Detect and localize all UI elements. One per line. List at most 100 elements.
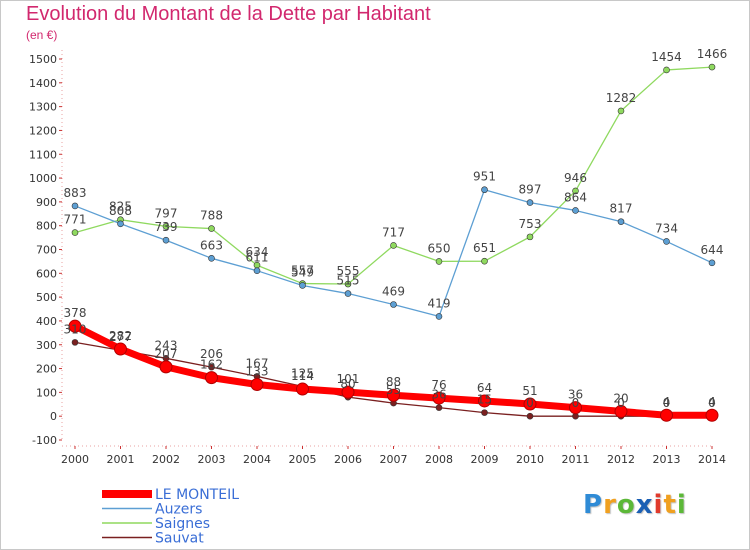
data-point xyxy=(435,404,443,411)
data-point xyxy=(569,401,582,415)
legend-label: Auzers xyxy=(155,502,202,518)
y-tick-label: 700 xyxy=(36,244,57,257)
data-label: 4 xyxy=(663,395,671,409)
data-point xyxy=(526,199,534,206)
data-label: 611 xyxy=(246,251,269,265)
data-label: 734 xyxy=(655,221,678,235)
y-tick-label: 1000 xyxy=(29,172,57,185)
y-tick-label: 1500 xyxy=(29,53,57,66)
data-point xyxy=(299,282,306,289)
data-label: 80 xyxy=(340,377,355,391)
data-point xyxy=(390,301,397,308)
data-point xyxy=(71,229,79,236)
data-label: 101 xyxy=(337,372,360,386)
chart-title: Evolution du Montant de la Dette par Hab… xyxy=(26,3,431,25)
data-point xyxy=(344,280,352,288)
data-point xyxy=(481,409,488,416)
data-point xyxy=(253,267,261,274)
data-point xyxy=(162,236,170,244)
data-label: 20 xyxy=(613,391,628,405)
data-label: 897 xyxy=(519,183,542,197)
x-tick-label: 2004 xyxy=(243,453,271,466)
data-label: 88 xyxy=(386,375,401,389)
data-point xyxy=(208,363,215,371)
data-label: 946 xyxy=(564,171,587,185)
data-label: 663 xyxy=(200,238,223,252)
y-tick-label: 1200 xyxy=(29,124,57,137)
data-label: 51 xyxy=(522,384,537,398)
data-point xyxy=(341,385,355,399)
data-point xyxy=(614,404,628,418)
data-point xyxy=(663,66,670,74)
y-tick-label: 900 xyxy=(36,196,57,209)
x-tick-label: 2014 xyxy=(698,453,726,466)
data-point xyxy=(481,186,488,194)
data-point xyxy=(481,257,488,265)
data-point xyxy=(523,397,537,411)
data-label: 0 xyxy=(526,396,534,410)
data-label: 76 xyxy=(431,378,446,392)
data-label: 114 xyxy=(291,369,314,383)
data-point xyxy=(478,394,491,408)
data-label: 378 xyxy=(64,306,87,320)
data-point xyxy=(432,391,446,405)
data-point xyxy=(435,258,443,265)
data-label: 243 xyxy=(155,338,178,352)
data-label: 64 xyxy=(477,381,492,395)
logo-letter: x xyxy=(635,490,654,520)
axes: -100010020030040050060070080090010001100… xyxy=(29,50,726,466)
y-tick-label: 400 xyxy=(36,315,57,328)
data-label: 1282 xyxy=(606,91,637,105)
data-label: 0 xyxy=(708,396,716,410)
y-tick-label: 200 xyxy=(36,363,57,376)
data-point xyxy=(344,290,352,297)
logo-letter: t xyxy=(663,490,677,520)
y-tick-label: 0 xyxy=(50,410,57,423)
data-label: 282 xyxy=(109,329,132,343)
data-label: 825 xyxy=(109,200,132,214)
x-tick-label: 2002 xyxy=(152,453,180,466)
y-tick-label: 100 xyxy=(36,386,57,399)
data-label: 797 xyxy=(155,206,178,220)
data-point xyxy=(617,218,625,225)
data-point xyxy=(162,223,170,230)
data-point xyxy=(660,408,673,422)
data-label: 650 xyxy=(428,241,451,255)
data-point xyxy=(68,319,82,333)
data-label: 717 xyxy=(382,225,405,239)
logo-letter: o xyxy=(616,490,636,520)
logo-letter: i xyxy=(653,490,664,520)
chart-unit: (en €) xyxy=(26,28,58,42)
y-tick-label: 300 xyxy=(36,339,57,352)
x-tick-label: 2009 xyxy=(471,453,499,466)
x-tick-label: 2008 xyxy=(425,453,453,466)
x-tick-label: 2005 xyxy=(289,453,317,466)
data-label: 0 xyxy=(617,396,625,410)
data-label: 788 xyxy=(200,209,223,223)
data-label: 36 xyxy=(431,388,446,402)
y-tick-label: 1300 xyxy=(29,101,57,114)
data-label: 469 xyxy=(382,285,405,299)
data-label: 162 xyxy=(200,358,223,372)
y-tick-label: 1400 xyxy=(29,77,57,90)
data-point xyxy=(526,233,534,241)
data-label: 206 xyxy=(200,347,223,361)
x-tick-label: 2000 xyxy=(61,453,89,466)
legend-label: Saignes xyxy=(155,516,210,532)
data-label: 753 xyxy=(519,217,542,231)
data-label: 0 xyxy=(572,396,580,410)
data-label: 549 xyxy=(291,265,314,279)
data-point xyxy=(663,238,670,245)
data-point xyxy=(250,378,264,392)
data-point xyxy=(435,313,443,320)
data-label: 55 xyxy=(386,383,401,397)
data-label: 634 xyxy=(246,245,269,259)
data-label: 951 xyxy=(473,170,496,184)
data-label: 644 xyxy=(701,243,724,257)
data-label: 133 xyxy=(246,365,269,379)
data-label: 4 xyxy=(708,395,716,409)
data-label: 125 xyxy=(291,366,314,380)
y-tick-label: 600 xyxy=(36,267,57,280)
data-label: 1466 xyxy=(697,47,728,61)
